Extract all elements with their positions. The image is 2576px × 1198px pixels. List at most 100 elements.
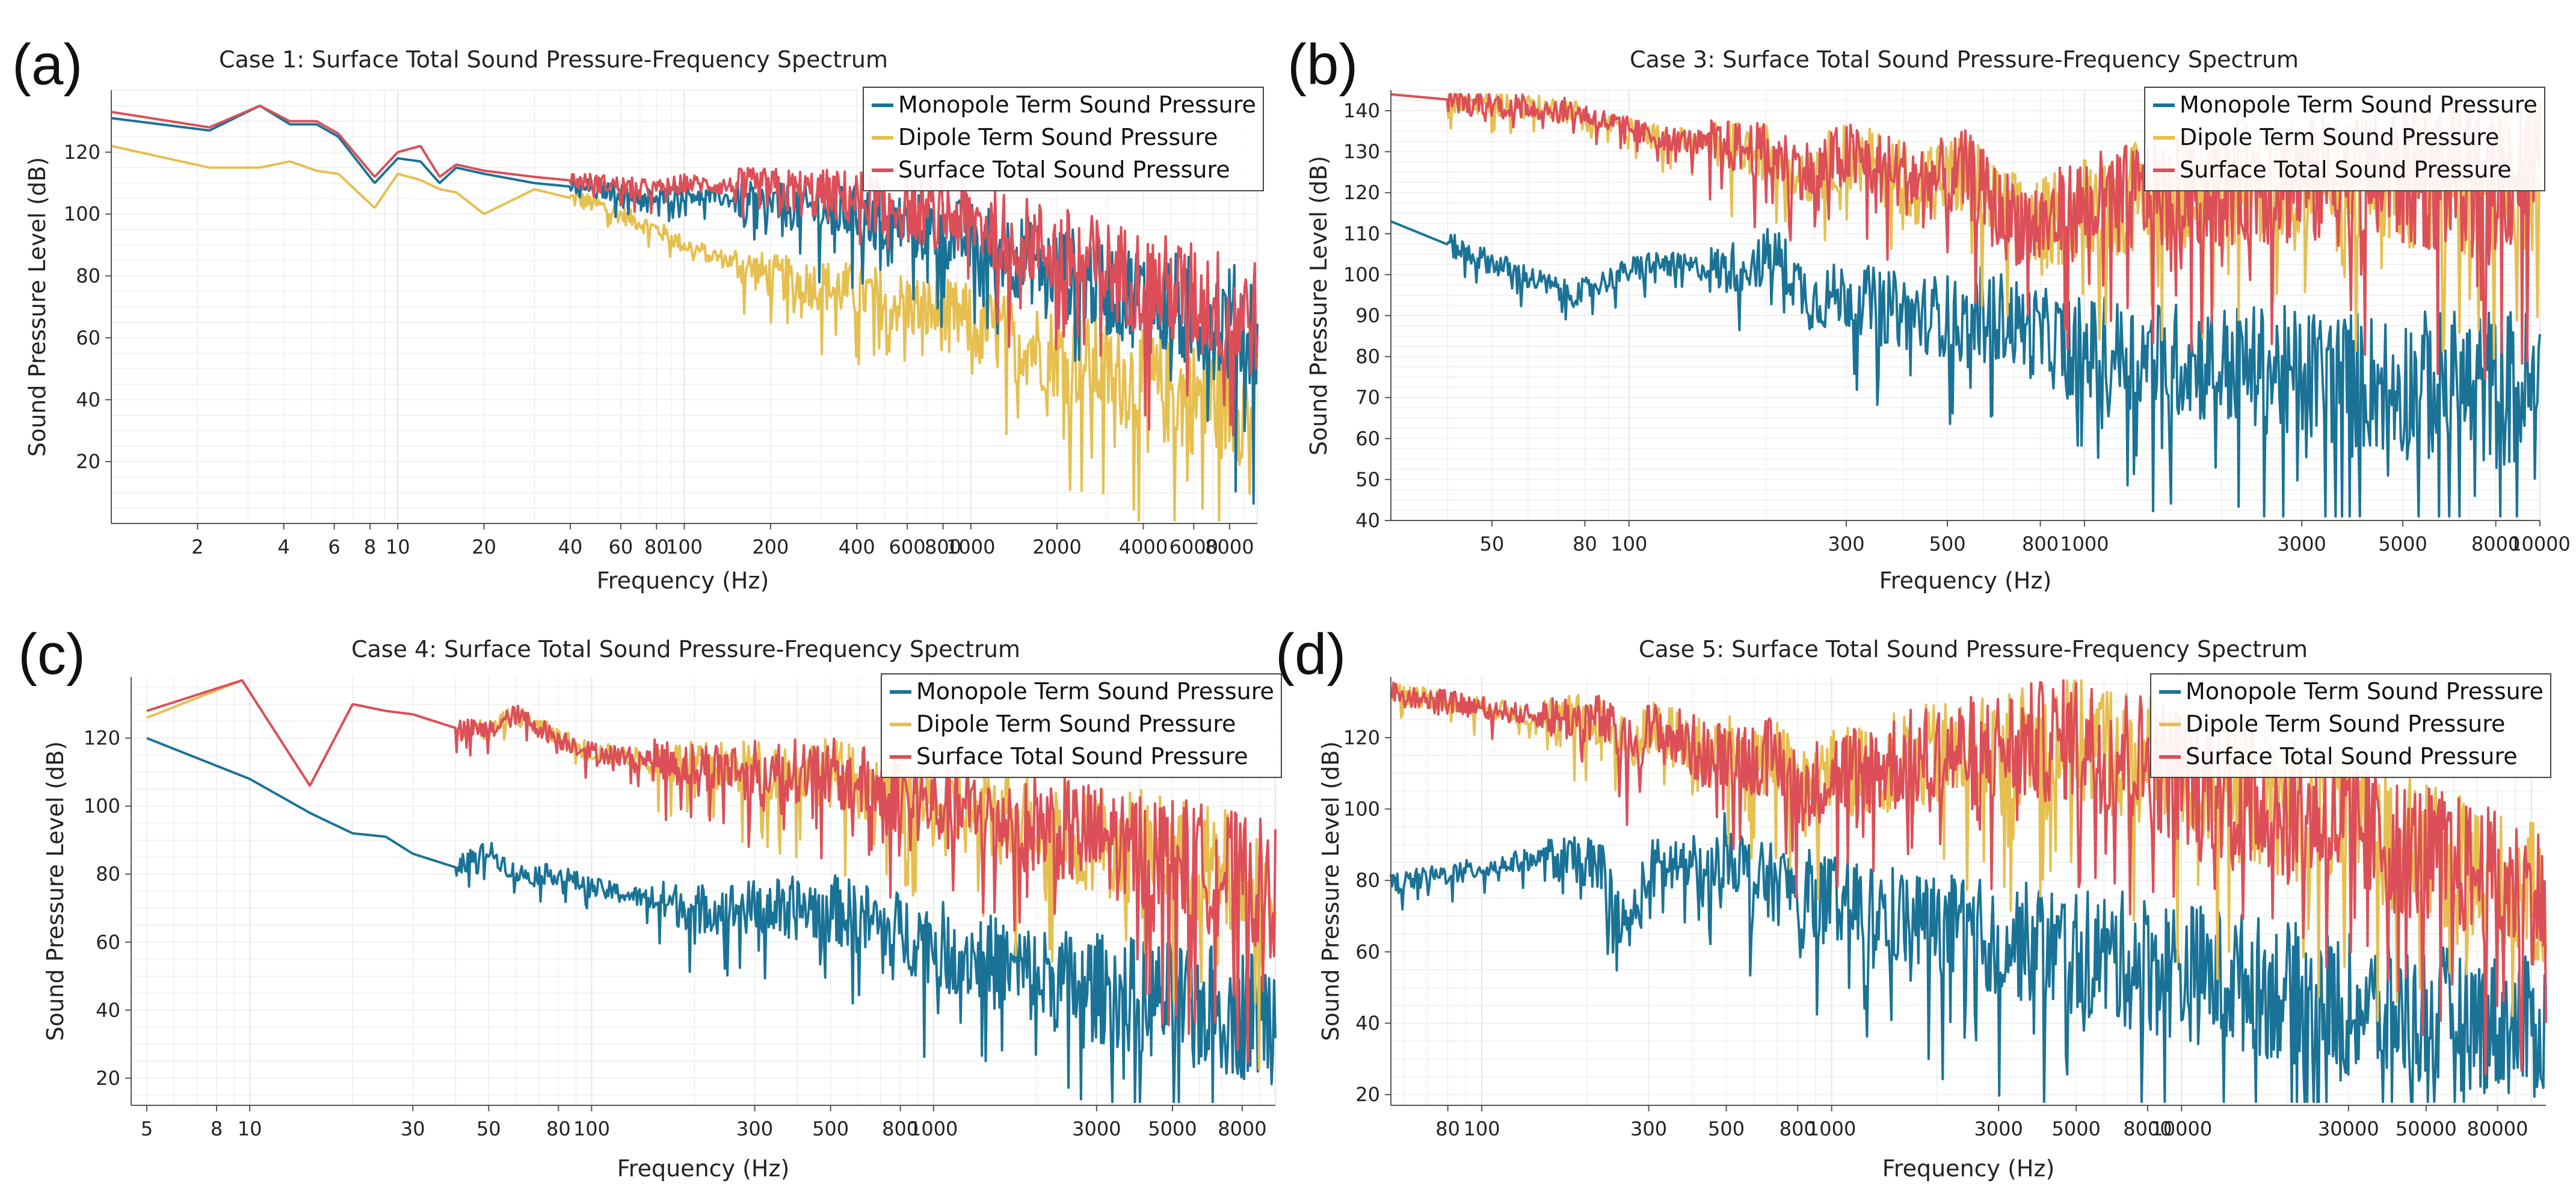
- x-axis-label: Frequency (Hz): [1879, 567, 2052, 594]
- chart-title: Case 3: Surface Total Sound Pressure-Fre…: [1630, 46, 2299, 73]
- panel-letter: (d): [1275, 622, 1346, 687]
- x-tick-label: 5000: [1148, 1117, 1197, 1140]
- y-tick-label: 80: [76, 265, 100, 288]
- y-tick-label: 60: [96, 931, 120, 954]
- legend-label: Monopole Term Sound Pressure: [916, 678, 1274, 705]
- y-tick-label: 100: [64, 203, 100, 226]
- legend-label: Monopole Term Sound Pressure: [2186, 678, 2544, 705]
- x-tick-label: 5000: [2051, 1117, 2100, 1140]
- y-tick-label: 60: [1355, 940, 1380, 963]
- x-tick-label: 60: [608, 536, 633, 558]
- x-tick-label: 1000: [1807, 1117, 1856, 1140]
- series-line-monopole: [1390, 220, 2541, 518]
- x-tick-label: 80000: [2467, 1117, 2528, 1140]
- x-tick-label: 800: [882, 1117, 919, 1140]
- x-tick-label: 3000: [1974, 1117, 2023, 1140]
- x-axis-label: Frequency (Hz): [1882, 1155, 2055, 1182]
- x-tick-label: 800: [1779, 1117, 1816, 1140]
- series-line-total: [111, 105, 1259, 437]
- legend-label: Dipole Term Sound Pressure: [2180, 124, 2499, 150]
- y-tick-label: 50: [1355, 468, 1380, 491]
- x-tick-label: 20: [472, 536, 496, 558]
- y-tick-label: 120: [84, 727, 120, 750]
- x-axis-label: Frequency (Hz): [617, 1155, 790, 1182]
- x-tick-label: 4000: [1119, 536, 1168, 558]
- y-tick-label: 100: [84, 795, 120, 818]
- x-tick-label: 100: [1463, 1117, 1500, 1140]
- x-tick-label: 1000: [909, 1117, 958, 1140]
- x-tick-label: 3000: [1072, 1117, 1121, 1140]
- x-tick-label: 100: [1610, 533, 1647, 555]
- x-tick-label: 4: [278, 536, 290, 558]
- x-tick-label: 30: [401, 1117, 425, 1140]
- y-tick-label: 70: [1355, 386, 1380, 409]
- y-tick-label: 40: [1355, 509, 1380, 532]
- legend: Monopole Term Sound Pressure Dipole Term …: [2150, 673, 2551, 778]
- x-tick-label: 300: [1828, 533, 1865, 555]
- legend-label: Monopole Term Sound Pressure: [898, 91, 1256, 118]
- x-tick-label: 30000: [2318, 1117, 2379, 1140]
- legend-box: [2150, 673, 2551, 778]
- x-tick-label: 8000: [2123, 1117, 2172, 1140]
- y-tick-label: 40: [1355, 1012, 1380, 1035]
- y-tick-label: 100: [1343, 263, 1380, 286]
- series-line-monopole: [1390, 812, 2547, 1104]
- x-tick-label: 100: [573, 1117, 610, 1140]
- x-tick-label: 10: [238, 1117, 262, 1140]
- x-tick-label: 2: [191, 536, 203, 558]
- x-tick-label: 5: [141, 1117, 153, 1140]
- series-line-total: [146, 679, 1277, 1063]
- panel-1: (b) Case 3: Surface Total Sound Pressure-…: [1287, 32, 2571, 594]
- legend-label: Surface Total Sound Pressure: [916, 743, 1248, 770]
- y-tick-label: 20: [96, 1067, 120, 1090]
- y-tick-label: 20: [76, 450, 100, 473]
- x-tick-label: 1000: [946, 536, 995, 558]
- series-line-monopole: [146, 736, 1277, 1104]
- y-tick-label: 130: [1343, 140, 1380, 163]
- x-tick-label: 300: [1630, 1117, 1667, 1140]
- y-tick-label: 40: [96, 999, 120, 1022]
- x-tick-label: 50000: [2396, 1117, 2457, 1140]
- x-tick-label: 10: [386, 536, 410, 558]
- x-tick-label: 80: [1573, 533, 1597, 555]
- chart-title: Case 5: Surface Total Sound Pressure-Fre…: [1639, 636, 2308, 662]
- y-tick-label: 40: [76, 388, 100, 411]
- legend: Monopole Term Sound Pressure Dipole Term …: [863, 87, 1264, 191]
- y-tick-label: 60: [76, 326, 100, 349]
- x-tick-label: 200: [752, 536, 789, 558]
- legend-box: [2144, 87, 2545, 191]
- legend-box: [881, 673, 1282, 778]
- x-tick-label: 8: [364, 536, 376, 558]
- y-tick-label: 20: [1355, 1083, 1380, 1106]
- legend-label: Surface Total Sound Pressure: [898, 156, 1230, 183]
- legend-label: Dipole Term Sound Pressure: [916, 711, 1236, 737]
- panel-3: (d) Case 5: Surface Total Sound Pressure-…: [1275, 622, 2551, 1182]
- x-tick-label: 40: [558, 536, 583, 558]
- series-line-dipole: [111, 144, 1259, 522]
- legend: Monopole Term Sound Pressure Dipole Term …: [881, 673, 1282, 778]
- x-tick-label: 8: [211, 1117, 223, 1140]
- legend-box: [863, 87, 1264, 191]
- x-tick-label: 3000: [2277, 533, 2326, 555]
- panel-letter: (c): [18, 622, 85, 687]
- y-tick-label: 100: [1343, 798, 1380, 821]
- y-axis-label: Sound Pressure Level (dB): [42, 741, 69, 1041]
- x-tick-label: 500: [1708, 1117, 1745, 1140]
- panel-2: (c) Case 4: Surface Total Sound Pressure-…: [18, 622, 1282, 1182]
- x-tick-label: 50: [476, 1117, 501, 1140]
- y-tick-label: 90: [1355, 304, 1380, 327]
- x-tick-label: 80: [644, 536, 669, 558]
- legend-label: Dipole Term Sound Pressure: [898, 124, 1218, 150]
- x-axis-label: Frequency (Hz): [597, 567, 769, 594]
- y-tick-label: 110: [1343, 222, 1380, 245]
- chart-title: Case 4: Surface Total Sound Pressure-Fre…: [351, 636, 1020, 662]
- panel-letter: (a): [12, 32, 82, 97]
- x-tick-label: 10000: [2509, 533, 2571, 555]
- x-tick-label: 800: [925, 536, 961, 558]
- legend-label: Dipole Term Sound Pressure: [2186, 711, 2505, 737]
- y-tick-label: 140: [1343, 99, 1380, 122]
- x-tick-label: 500: [812, 1117, 849, 1140]
- x-tick-label: 100: [666, 536, 703, 558]
- y-axis-label: Sound Pressure Level (dB): [24, 157, 51, 457]
